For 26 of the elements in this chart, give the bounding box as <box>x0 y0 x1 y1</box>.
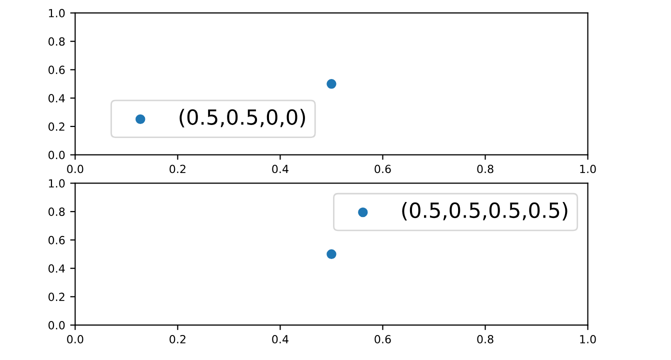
x-tick-label: 0.6 <box>374 335 391 344</box>
y-tick-label: 0.2 <box>48 292 64 302</box>
legend-label: (0.5,0.5,0.5,0.5) <box>402 202 568 221</box>
x-tick-label: 0.2 <box>170 164 186 174</box>
x-tick-label: 0.4 <box>272 164 288 174</box>
y-tick-label: 0.0 <box>48 150 65 160</box>
x-tick-label: 1.0 <box>580 335 596 344</box>
x-tick-label: 0.4 <box>272 335 288 344</box>
x-tick-label: 1.0 <box>580 164 596 174</box>
y-tick-label: 0.8 <box>48 37 65 46</box>
y-tick-label: 0.6 <box>48 66 65 74</box>
y-tick-label: 0.8 <box>48 208 65 216</box>
y-tick-label: 0.2 <box>48 122 64 131</box>
x-tick-label: 0.0 <box>67 335 84 344</box>
y-tick-label: 0.6 <box>48 236 65 244</box>
y-tick-label: 0.4 <box>48 94 65 102</box>
y-tick-label: 1.0 <box>48 179 65 188</box>
x-tick-label: 0.2 <box>170 335 186 344</box>
x-tick-label: 0.0 <box>67 164 84 174</box>
y-tick-label: 1.0 <box>48 8 65 18</box>
y-tick-label: 0.4 <box>48 264 65 273</box>
y-tick-label: 0.0 <box>48 321 65 330</box>
x-tick-label: 0.8 <box>477 164 494 174</box>
legend-label: (0.5,0.5,0,0) <box>180 108 305 128</box>
x-tick-label: 0.8 <box>477 335 494 344</box>
x-tick-label: 0.6 <box>374 164 391 174</box>
